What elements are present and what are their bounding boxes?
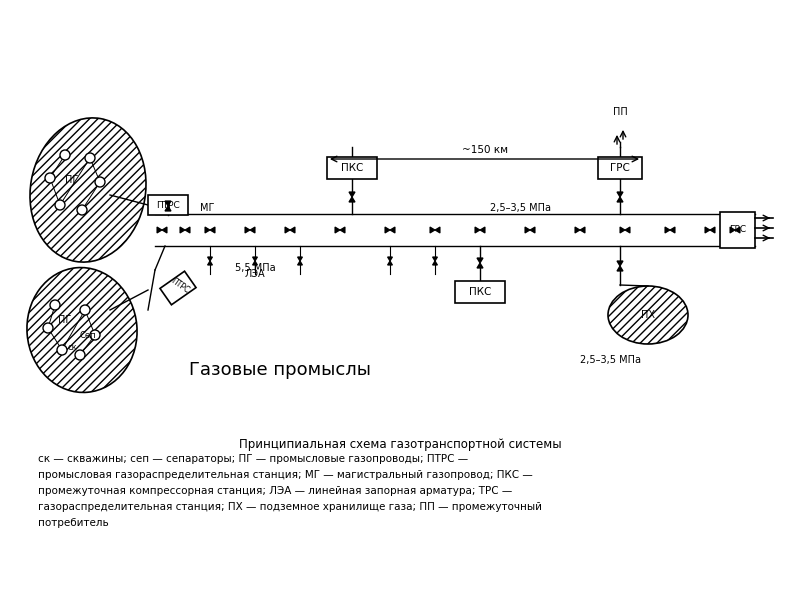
Circle shape: [75, 350, 85, 360]
Polygon shape: [388, 257, 392, 261]
Polygon shape: [388, 261, 392, 265]
Polygon shape: [670, 227, 675, 233]
Text: ПТРС: ПТРС: [156, 200, 180, 209]
Circle shape: [55, 200, 65, 210]
Circle shape: [77, 205, 87, 215]
Polygon shape: [477, 263, 483, 268]
Text: ПП: ПП: [613, 107, 627, 117]
Polygon shape: [245, 227, 250, 233]
Text: ПГ: ПГ: [58, 315, 72, 325]
Ellipse shape: [30, 118, 146, 262]
Text: потребитель: потребитель: [38, 518, 109, 528]
Polygon shape: [298, 261, 302, 265]
Polygon shape: [617, 266, 623, 271]
Polygon shape: [390, 227, 395, 233]
Polygon shape: [298, 257, 302, 261]
Text: ~150 км: ~150 км: [462, 145, 507, 155]
Circle shape: [45, 173, 55, 183]
Text: ск: ск: [67, 343, 77, 352]
Bar: [455, 281, 505, 303]
Polygon shape: [250, 227, 255, 233]
Circle shape: [57, 345, 67, 355]
Polygon shape: [335, 227, 340, 233]
Polygon shape: [433, 257, 438, 261]
Text: промежуточная компрессорная станция; ЛЭА — линейная запорная арматура; ТРС —: промежуточная компрессорная станция; ЛЭА…: [38, 486, 512, 496]
Circle shape: [80, 305, 90, 315]
Polygon shape: [477, 258, 483, 263]
Polygon shape: [530, 227, 535, 233]
Polygon shape: [165, 201, 171, 206]
Polygon shape: [253, 261, 258, 265]
Text: газораспределительная станция; ПХ — подземное хранилище газа; ПП — промежуточный: газораспределительная станция; ПХ — подз…: [38, 502, 542, 512]
Text: ск — скважины; сеп — сепараторы; ПГ — промысловые газопроводы; ПТРС —: ск — скважины; сеп — сепараторы; ПГ — пр…: [38, 454, 468, 464]
Text: ПГ: ПГ: [66, 175, 78, 185]
Polygon shape: [210, 227, 215, 233]
Text: ПКС: ПКС: [469, 287, 491, 297]
Bar: [598, 157, 642, 179]
Polygon shape: [162, 227, 167, 233]
Bar: [160, 271, 196, 305]
Polygon shape: [253, 257, 258, 261]
Text: ПТРС: ПТРС: [169, 277, 191, 295]
Ellipse shape: [27, 268, 137, 392]
Polygon shape: [208, 261, 213, 265]
Circle shape: [60, 150, 70, 160]
Text: 2,5–3,5 МПа: 2,5–3,5 МПа: [580, 355, 641, 365]
Circle shape: [50, 300, 60, 310]
Polygon shape: [185, 227, 190, 233]
Circle shape: [90, 330, 100, 340]
Polygon shape: [620, 227, 625, 233]
Polygon shape: [665, 227, 670, 233]
Polygon shape: [433, 261, 438, 265]
Text: ГРС: ГРС: [729, 226, 746, 235]
Text: ГРС: ГРС: [610, 163, 630, 173]
Polygon shape: [340, 227, 345, 233]
Polygon shape: [349, 197, 355, 202]
Polygon shape: [475, 227, 480, 233]
Text: промысловая газораспределительная станция; МГ — магистральный газопровод; ПКС —: промысловая газораспределительная станци…: [38, 470, 533, 480]
Circle shape: [85, 153, 95, 163]
Polygon shape: [710, 227, 715, 233]
Text: Принципиальная схема газотранспортной системы: Принципиальная схема газотранспортной си…: [238, 438, 562, 451]
Polygon shape: [165, 206, 171, 211]
Text: 5,5 МПа: 5,5 МПа: [235, 263, 276, 273]
Polygon shape: [525, 227, 530, 233]
Polygon shape: [580, 227, 585, 233]
Polygon shape: [730, 227, 735, 233]
Polygon shape: [435, 227, 440, 233]
Text: ПХ: ПХ: [641, 310, 655, 320]
Text: Газовые промыслы: Газовые промыслы: [189, 361, 371, 379]
Text: ЛЭА: ЛЭА: [245, 269, 266, 279]
Polygon shape: [705, 227, 710, 233]
Polygon shape: [617, 197, 623, 202]
Polygon shape: [285, 227, 290, 233]
Polygon shape: [575, 227, 580, 233]
Text: МГ: МГ: [200, 203, 214, 213]
Polygon shape: [735, 227, 740, 233]
Bar: [327, 157, 377, 179]
Polygon shape: [480, 227, 485, 233]
Ellipse shape: [608, 286, 688, 344]
Polygon shape: [430, 227, 435, 233]
Polygon shape: [385, 227, 390, 233]
Text: 2,5–3,5 МПа: 2,5–3,5 МПа: [490, 203, 551, 213]
Polygon shape: [208, 257, 213, 261]
Bar: [720, 212, 755, 248]
Polygon shape: [205, 227, 210, 233]
Polygon shape: [349, 192, 355, 197]
Polygon shape: [180, 227, 185, 233]
Circle shape: [43, 323, 53, 333]
Text: Сеп: Сеп: [80, 331, 96, 340]
Polygon shape: [617, 192, 623, 197]
Bar: [148, 195, 188, 215]
Polygon shape: [625, 227, 630, 233]
Polygon shape: [290, 227, 295, 233]
Polygon shape: [157, 227, 162, 233]
Text: ПКС: ПКС: [341, 163, 363, 173]
Polygon shape: [617, 261, 623, 266]
Circle shape: [95, 177, 105, 187]
